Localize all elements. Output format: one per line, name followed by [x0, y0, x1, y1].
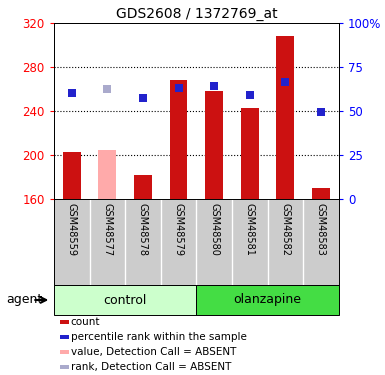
Point — [211, 83, 217, 89]
Point — [318, 110, 324, 116]
Text: GSM48580: GSM48580 — [209, 203, 219, 256]
Text: agent: agent — [6, 294, 42, 306]
Text: rank, Detection Call = ABSENT: rank, Detection Call = ABSENT — [71, 362, 231, 372]
Point — [247, 92, 253, 98]
Text: percentile rank within the sample: percentile rank within the sample — [71, 332, 246, 342]
Bar — [54, 285, 196, 315]
Text: GSM48582: GSM48582 — [280, 203, 290, 256]
Bar — [312, 188, 330, 199]
Point — [140, 95, 146, 101]
Title: GDS2608 / 1372769_at: GDS2608 / 1372769_at — [116, 8, 277, 21]
Text: GSM48581: GSM48581 — [245, 203, 255, 256]
Point — [176, 85, 182, 91]
Bar — [60, 350, 69, 354]
Bar — [134, 174, 152, 199]
Point — [69, 90, 75, 96]
Point — [104, 87, 110, 93]
Point — [282, 80, 288, 86]
Bar — [60, 335, 69, 339]
Bar — [196, 285, 339, 315]
Text: count: count — [71, 317, 100, 327]
Text: GSM48577: GSM48577 — [102, 203, 112, 256]
Text: GSM48579: GSM48579 — [174, 203, 184, 256]
Text: value, Detection Call = ABSENT: value, Detection Call = ABSENT — [71, 347, 236, 357]
Bar — [60, 320, 69, 324]
Bar — [241, 108, 259, 199]
Text: GSM48583: GSM48583 — [316, 203, 326, 256]
Text: olanzapine: olanzapine — [234, 294, 301, 306]
Bar — [276, 36, 294, 199]
Text: GSM48578: GSM48578 — [138, 203, 148, 256]
Bar — [99, 150, 116, 199]
Bar — [63, 153, 80, 199]
Bar — [205, 91, 223, 199]
Bar — [60, 365, 69, 369]
Text: GSM48559: GSM48559 — [67, 203, 77, 256]
Bar — [170, 80, 187, 199]
Text: control: control — [104, 294, 147, 306]
